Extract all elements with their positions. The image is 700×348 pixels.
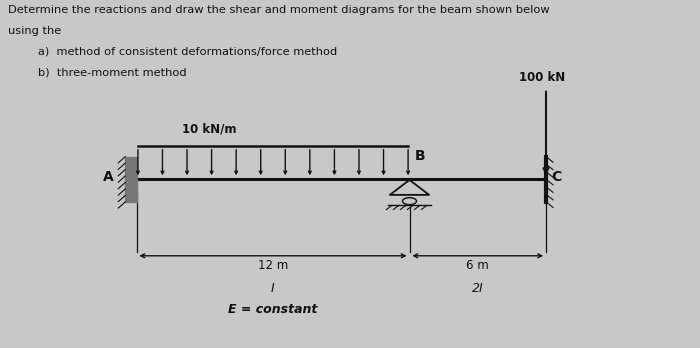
Text: C: C [552, 171, 562, 184]
Circle shape [402, 198, 416, 205]
Bar [125, 157, 136, 202]
Text: 2I: 2I [472, 282, 484, 295]
Text: 10 kN/m: 10 kN/m [182, 123, 237, 136]
Text: Determine the reactions and draw the shear and moment diagrams for the beam show: Determine the reactions and draw the she… [8, 5, 550, 15]
Text: 100 kN: 100 kN [519, 71, 566, 84]
Text: I: I [271, 282, 275, 295]
Text: 6 m: 6 m [466, 259, 489, 272]
Text: b)  three-moment method: b) three-moment method [38, 68, 187, 78]
Text: E = constant: E = constant [228, 303, 318, 316]
Text: a)  method of consistent deformations/force method: a) method of consistent deformations/for… [38, 47, 337, 57]
Text: B: B [415, 149, 426, 163]
Text: A: A [104, 171, 114, 184]
Text: using the: using the [8, 26, 62, 36]
Text: 12 m: 12 m [258, 259, 288, 272]
